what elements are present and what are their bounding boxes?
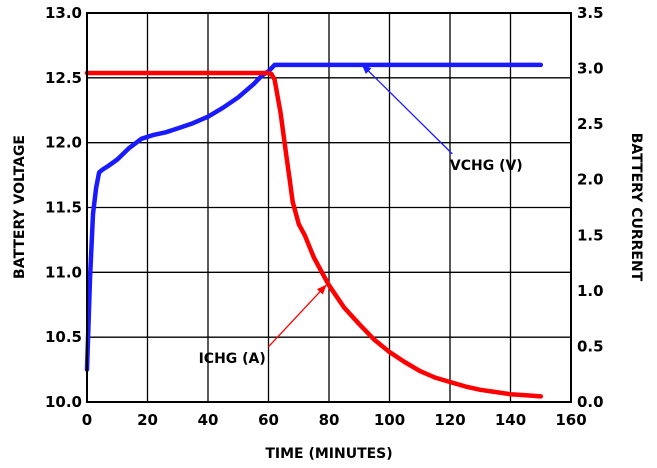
x-tick-label: 60 <box>258 411 279 429</box>
series-line-1 <box>84 70 544 399</box>
y-right-tick-label: 0.5 <box>577 337 604 355</box>
x-tick-label: 80 <box>319 411 340 429</box>
y-left-tick-label: 11.5 <box>45 199 82 217</box>
y-left-tick-label: 11.0 <box>45 263 82 281</box>
y-left-tick-label: 12.0 <box>45 134 82 152</box>
y-left-tick-label: 10.0 <box>45 393 82 411</box>
grid-layer <box>87 13 571 402</box>
x-tick-label: 140 <box>495 411 526 429</box>
x-axis-title: TIME (MINUTES) <box>265 446 392 462</box>
y-right-axis-title: BATTERY CURRENT <box>628 133 644 282</box>
x-tick-label: 160 <box>555 411 586 429</box>
x-tick-label: 40 <box>198 411 219 429</box>
y-left-tick-label: 10.5 <box>45 328 82 346</box>
y-right-tick-label: 2.0 <box>577 171 604 189</box>
annotation-label-1: ICHG (A) <box>199 351 266 367</box>
series-line-0 <box>84 62 544 372</box>
x-tick-label: 0 <box>82 411 92 429</box>
y-right-tick-label: 3.0 <box>577 60 604 78</box>
annotations-layer: VCHG (V) ICHG (A) <box>199 64 523 367</box>
annotation-label-0: VCHG (V) <box>450 158 523 174</box>
x-tick-label: 20 <box>137 411 158 429</box>
series-layer <box>84 62 544 399</box>
y-right-tick-label: 2.5 <box>577 115 604 133</box>
y-left-tick-label: 13.0 <box>45 4 82 22</box>
y-left-tick-label: 12.5 <box>45 69 82 87</box>
x-tick-label: 100 <box>374 411 405 429</box>
annotation-arrow-1 <box>267 284 327 348</box>
y-right-tick-label: 1.0 <box>577 282 604 300</box>
y-left-axis-title: BATTERY VOLTAGE <box>12 135 28 279</box>
ticks-layer: 0 20 40 60 80 100 120 140 160 10.0 10.5 11.0 11.5 12.… <box>45 4 604 429</box>
x-tick-label: 120 <box>434 411 465 429</box>
y-right-tick-label: 0.0 <box>577 393 604 411</box>
annotation-arrow-0 <box>361 64 453 155</box>
y-right-tick-label: 1.5 <box>577 226 604 244</box>
y-right-tick-label: 3.5 <box>577 4 604 22</box>
plot-frame <box>86 12 572 403</box>
